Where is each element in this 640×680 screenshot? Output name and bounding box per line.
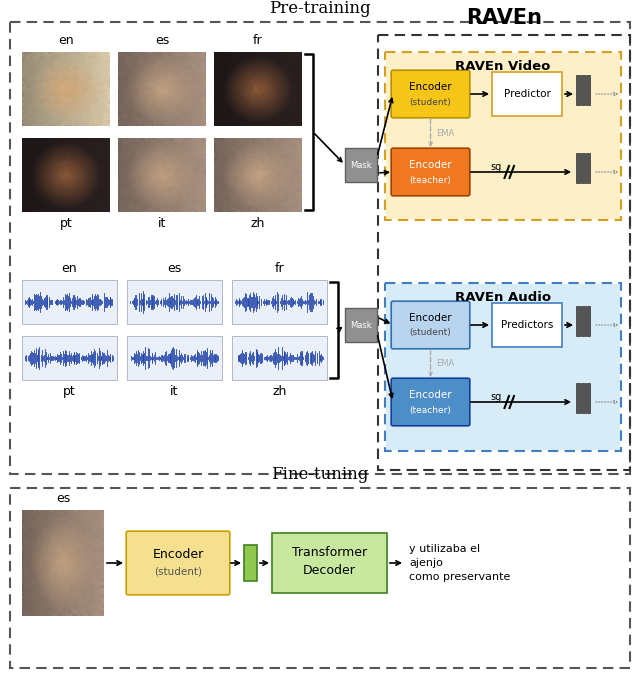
Bar — [581, 153, 585, 183]
Bar — [581, 383, 585, 413]
Text: Fine-tuning: Fine-tuning — [271, 466, 369, 483]
Bar — [586, 383, 590, 413]
Bar — [244, 545, 257, 581]
Bar — [272, 533, 387, 593]
Bar — [586, 306, 590, 336]
Text: fr: fr — [253, 34, 263, 47]
Bar — [22, 336, 117, 380]
Text: EMA: EMA — [436, 359, 455, 368]
Text: es: es — [56, 492, 70, 505]
Text: pt: pt — [60, 217, 72, 230]
Text: Mask: Mask — [350, 320, 372, 330]
FancyBboxPatch shape — [126, 531, 230, 595]
Text: zh: zh — [251, 217, 265, 230]
Text: (teacher): (teacher) — [410, 175, 451, 184]
Bar — [378, 35, 630, 470]
Text: y utilizaba el
ajenjo
como preservante: y utilizaba el ajenjo como preservante — [409, 544, 510, 582]
Bar — [345, 148, 377, 182]
Bar — [581, 75, 585, 105]
Text: pt: pt — [63, 385, 76, 398]
Bar — [385, 52, 621, 220]
Bar — [492, 72, 562, 116]
Bar — [492, 303, 562, 347]
Text: Encoder: Encoder — [409, 390, 452, 400]
Bar — [581, 306, 585, 336]
Bar — [232, 336, 327, 380]
Text: fr: fr — [275, 262, 284, 275]
Bar — [576, 306, 580, 336]
Bar — [345, 308, 377, 342]
Text: Pre-training: Pre-training — [269, 0, 371, 17]
Text: es: es — [168, 262, 182, 275]
Bar — [576, 75, 580, 105]
Text: Predictors: Predictors — [501, 320, 553, 330]
Text: RAVEn Video: RAVEn Video — [455, 60, 550, 73]
Text: Encoder: Encoder — [409, 82, 452, 92]
Bar — [10, 22, 630, 474]
Bar — [127, 280, 222, 324]
Bar — [385, 283, 621, 451]
Bar — [576, 383, 580, 413]
FancyBboxPatch shape — [391, 301, 470, 349]
Text: Decoder: Decoder — [303, 564, 356, 577]
Text: RAVEn Audio: RAVEn Audio — [455, 291, 551, 304]
Text: RAVEn: RAVEn — [466, 8, 542, 28]
Bar — [586, 75, 590, 105]
Bar — [127, 336, 222, 380]
Bar — [586, 153, 590, 183]
Text: en: en — [61, 262, 77, 275]
Bar — [386, 284, 620, 450]
Text: sg: sg — [490, 162, 502, 172]
Text: sg: sg — [490, 392, 502, 402]
Text: (student): (student) — [410, 97, 451, 107]
Text: zh: zh — [272, 385, 287, 398]
Bar — [10, 488, 630, 668]
Bar — [232, 280, 327, 324]
Text: Transformer: Transformer — [292, 547, 367, 560]
Text: Encoder: Encoder — [152, 549, 204, 562]
Bar — [576, 153, 580, 183]
Bar — [386, 53, 620, 219]
FancyBboxPatch shape — [391, 148, 470, 196]
FancyBboxPatch shape — [391, 70, 470, 118]
Text: Encoder: Encoder — [409, 160, 452, 170]
Bar — [22, 280, 117, 324]
Text: it: it — [158, 217, 166, 230]
Text: it: it — [170, 385, 179, 398]
Text: EMA: EMA — [436, 129, 455, 137]
Text: es: es — [155, 34, 169, 47]
Text: (student): (student) — [410, 328, 451, 337]
Text: Encoder: Encoder — [409, 313, 452, 323]
Text: Mask: Mask — [350, 160, 372, 169]
Text: (teacher): (teacher) — [410, 405, 451, 415]
FancyBboxPatch shape — [391, 378, 470, 426]
Text: Predictor: Predictor — [504, 89, 550, 99]
Text: en: en — [58, 34, 74, 47]
Text: (student): (student) — [154, 566, 202, 576]
